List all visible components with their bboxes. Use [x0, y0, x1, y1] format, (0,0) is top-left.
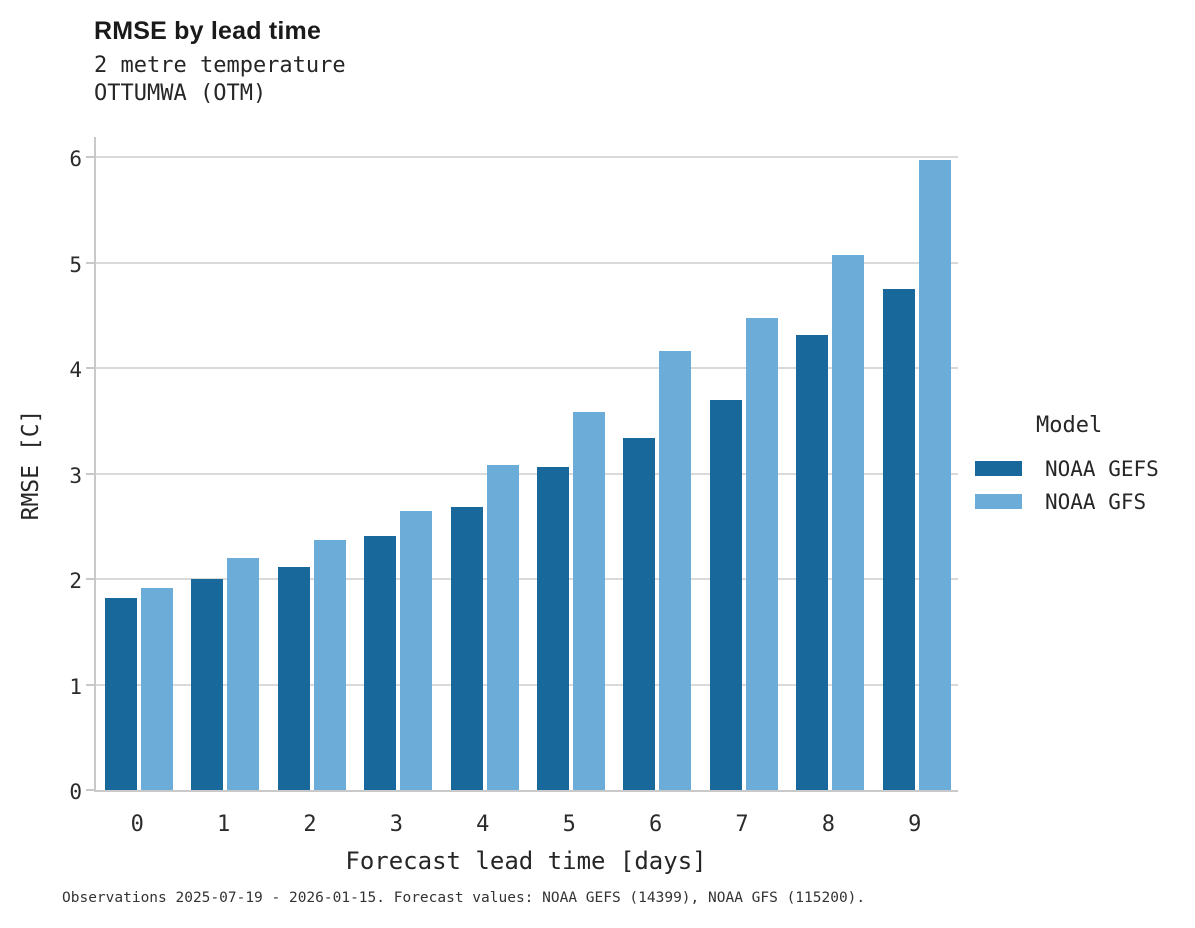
- x-axis-label: Forecast lead time [days]: [345, 847, 707, 875]
- bar-noaa-gefs-lead-6: [623, 437, 656, 790]
- caption: Observations 2025-07-19 - 2026-01-15. Fo…: [62, 890, 866, 906]
- plot-area: [86, 137, 958, 792]
- bar-noaa-gfs-lead-9: [918, 160, 951, 790]
- bar-noaa-gefs-lead-9: [882, 289, 915, 790]
- y-tick-label-2: 2: [69, 569, 82, 594]
- y-tick-label-5: 5: [69, 252, 82, 277]
- gridline-y-5: [96, 261, 958, 264]
- x-tick-label-1: 1: [216, 812, 231, 837]
- legend-label-noaa-gefs: NOAA GEFS: [1045, 456, 1159, 481]
- y-tick-mark-5: [86, 261, 96, 264]
- legend-entries: NOAA GEFS NOAA GFS: [975, 452, 1190, 518]
- chart-title: RMSE by lead time: [94, 17, 322, 45]
- bar-noaa-gfs-lead-1: [227, 558, 260, 790]
- bar-noaa-gefs-lead-8: [796, 335, 829, 790]
- legend-swatch-noaa-gfs: [975, 494, 1022, 509]
- legend-label-noaa-gfs: NOAA GFS: [1045, 489, 1147, 514]
- legend-entry-noaa-gefs: NOAA GEFS: [975, 452, 1190, 485]
- chart-subtitle-station: OTTUMWA (OTM): [94, 81, 267, 106]
- x-tick-label-7: 7: [735, 812, 749, 837]
- y-tick-label-1: 1: [69, 674, 82, 699]
- bar-noaa-gfs-lead-5: [573, 412, 605, 790]
- bar-noaa-gefs-lead-3: [364, 535, 397, 790]
- x-tick-label-0: 0: [130, 812, 144, 837]
- x-tick-label-4: 4: [476, 812, 490, 837]
- bar-noaa-gefs-lead-2: [277, 567, 310, 790]
- gridline-y-2: [96, 578, 958, 581]
- bar-noaa-gfs-lead-0: [141, 587, 173, 790]
- bar-noaa-gfs-lead-2: [313, 540, 346, 790]
- bar-noaa-gfs-lead-7: [745, 317, 778, 790]
- bar-noaa-gfs-lead-4: [486, 465, 519, 790]
- bar-noaa-gfs-lead-8: [832, 255, 865, 790]
- y-tick-mark-6: [86, 156, 96, 159]
- gridline-y-6: [96, 156, 958, 159]
- y-tick-label-3: 3: [69, 463, 82, 488]
- gridline-y-3: [96, 472, 958, 475]
- x-tick-label-8: 8: [821, 812, 835, 837]
- bar-noaa-gefs-lead-1: [191, 579, 224, 790]
- bar-noaa-gefs-lead-7: [709, 399, 742, 790]
- x-tick-labels: 0 1 2 3 4 5 6 7 8 9: [94, 812, 958, 840]
- legend-entry-noaa-gfs: NOAA GFS: [975, 485, 1190, 518]
- legend-swatch-noaa-gefs: [975, 461, 1022, 476]
- y-tick-mark-2: [86, 578, 96, 581]
- x-tick-label-6: 6: [648, 812, 663, 837]
- bar-noaa-gefs-lead-5: [537, 467, 569, 790]
- x-tick-label-2: 2: [303, 812, 317, 837]
- y-tick-label-6: 6: [69, 147, 82, 172]
- x-tick-label-5: 5: [562, 812, 576, 837]
- y-tick-mark-4: [86, 367, 96, 370]
- bar-noaa-gefs-lead-0: [105, 598, 137, 790]
- bar-noaa-gfs-lead-6: [659, 351, 692, 790]
- gridline-y-4: [96, 367, 958, 370]
- x-tick-label-3: 3: [389, 812, 403, 837]
- legend-title: Model: [1036, 413, 1103, 438]
- legend: Model NOAA GEFS NOAA GFS: [975, 413, 1190, 518]
- gridline-y-1: [96, 683, 958, 686]
- y-tick-label-4: 4: [69, 358, 82, 383]
- y-tick-mark-1: [86, 683, 96, 686]
- y-tick-mark-3: [86, 472, 96, 475]
- y-tick-mark-0: [86, 789, 96, 791]
- y-tick-labels: 0 1 2 3 4 5 6: [40, 137, 82, 804]
- bar-noaa-gefs-lead-4: [450, 507, 483, 790]
- x-tick-label-9: 9: [908, 812, 922, 837]
- chart-subtitle-variable: 2 metre temperature: [94, 53, 346, 78]
- bar-noaa-gfs-lead-3: [400, 510, 433, 790]
- y-tick-label-0: 0: [69, 780, 82, 804]
